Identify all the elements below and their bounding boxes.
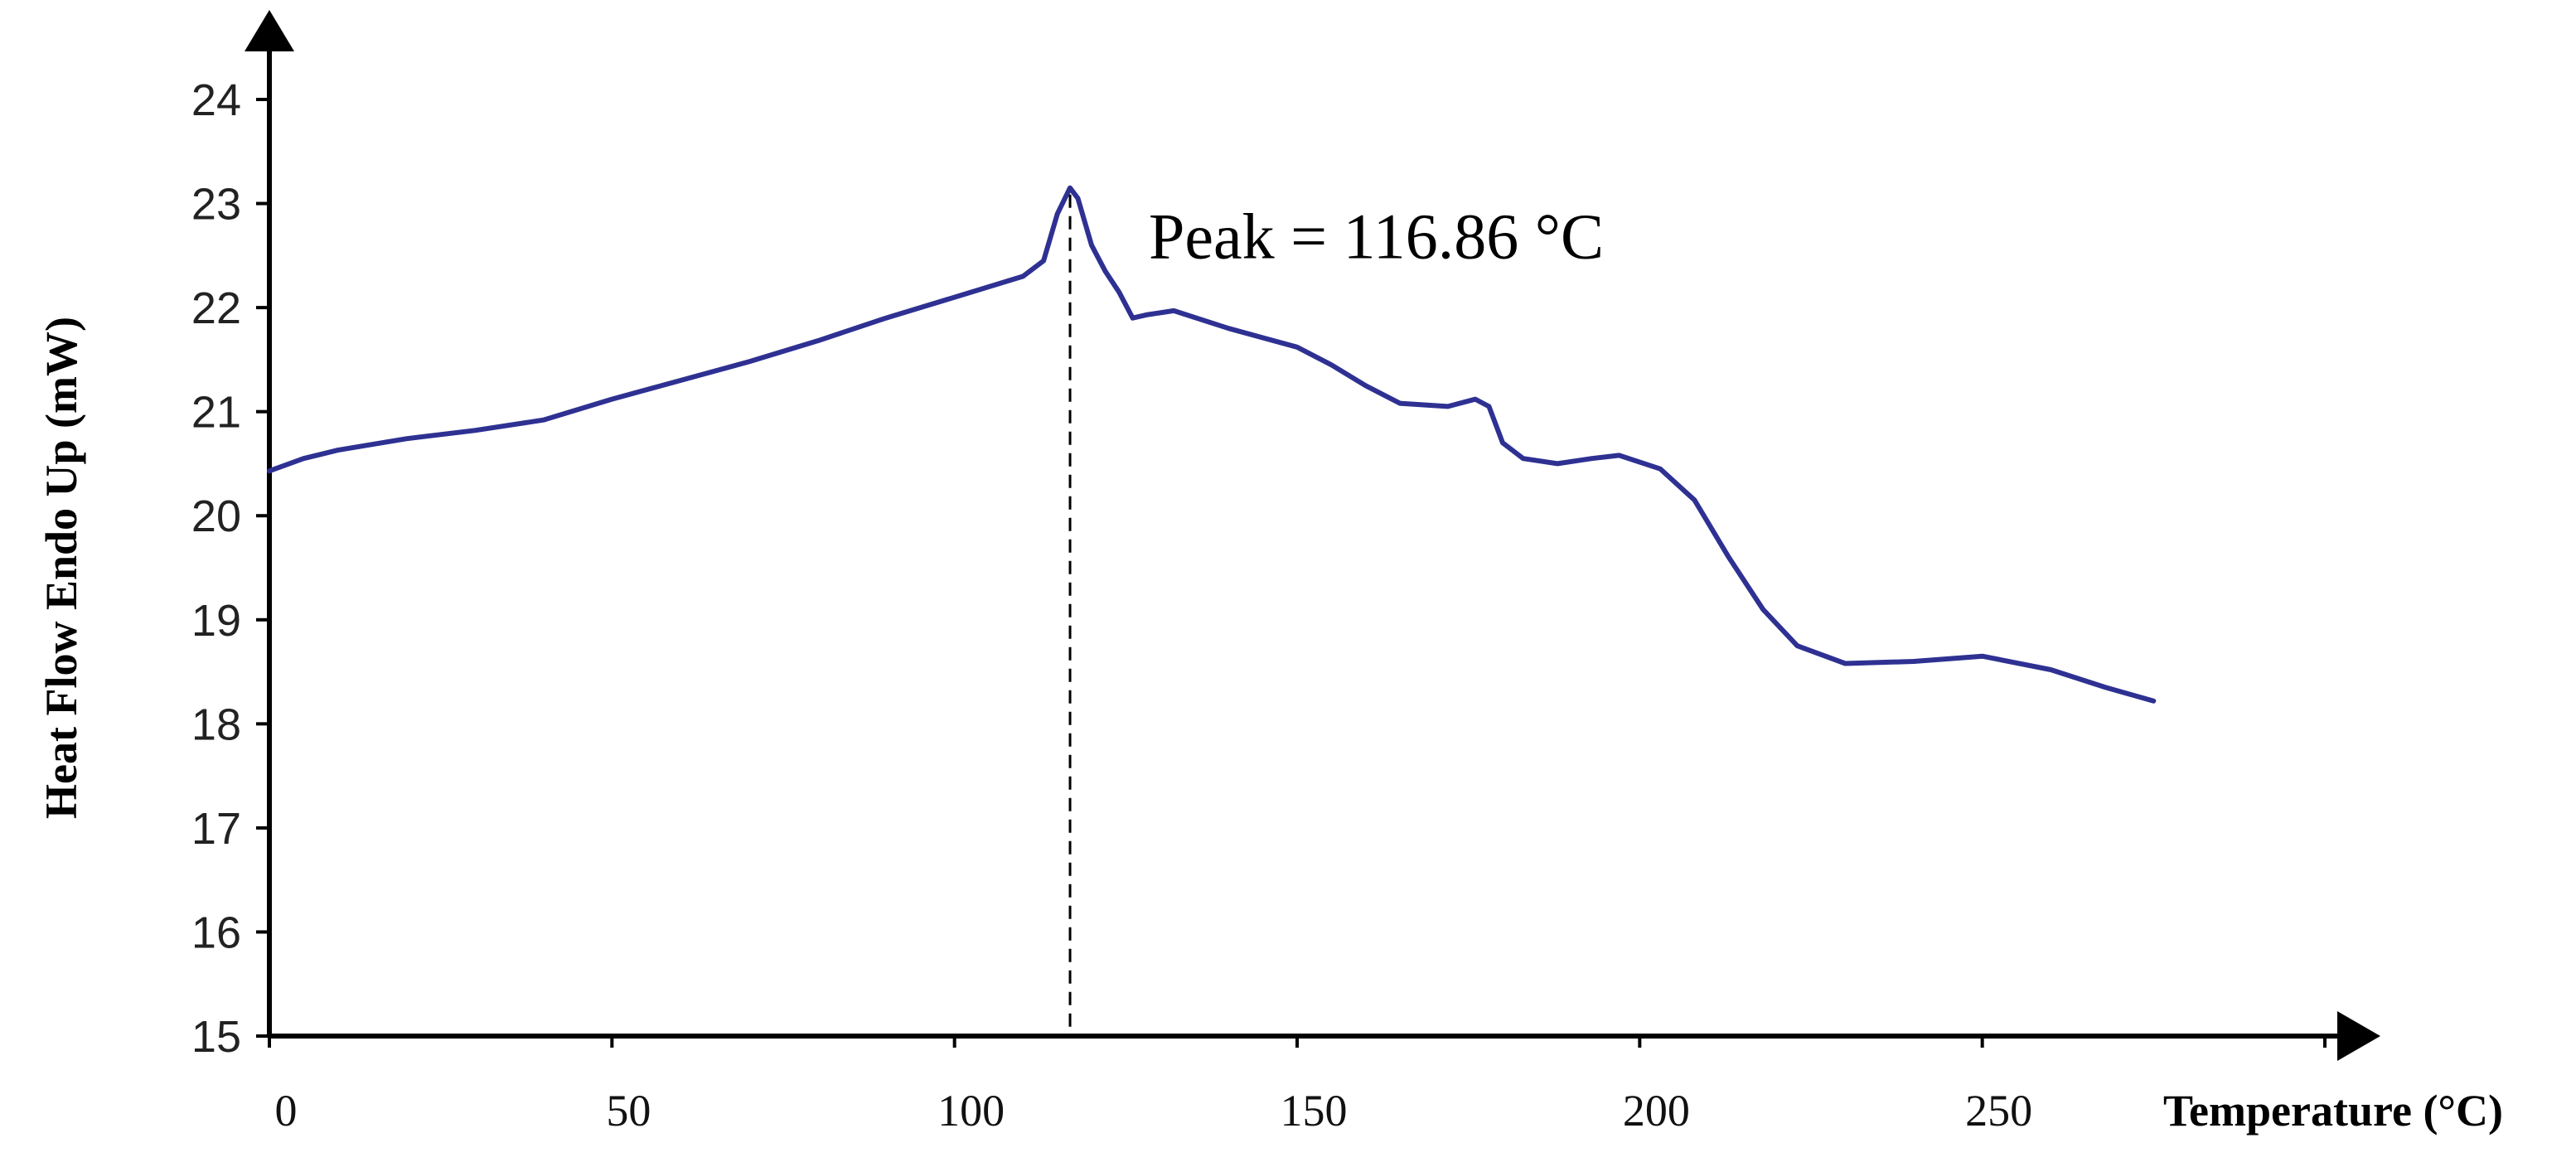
x-tick-label: 250: [1965, 1086, 2032, 1136]
x-axis-arrow: [2337, 1011, 2380, 1061]
y-tick-label: 23: [191, 180, 241, 230]
y-tick-label: 16: [191, 908, 241, 957]
y-tick-label: 17: [191, 804, 241, 854]
x-tick-label: 200: [1623, 1086, 1690, 1136]
y-tick-label: 15: [191, 1012, 241, 1062]
x-axis-label: Temperature (°C): [2163, 1086, 2503, 1136]
y-tick-label: 18: [191, 700, 241, 749]
heat-flow-line: [267, 185, 2157, 704]
x-tick-label: 50: [606, 1086, 651, 1136]
y-tick-label: 21: [191, 388, 241, 438]
y-tick-label: 22: [191, 283, 241, 333]
y-tick-label: 20: [191, 491, 241, 541]
y-tick-label: 24: [191, 75, 241, 125]
peak-annotation: Peak = 116.86 °C: [1149, 201, 1604, 273]
y-tick-label: 19: [191, 596, 241, 646]
x-tick-label: 0: [275, 1086, 298, 1136]
y-axis-label: Heat Flow Endo Up (mW): [36, 317, 86, 819]
x-tick-label: 150: [1281, 1086, 1348, 1136]
y-axis-arrow: [245, 10, 294, 51]
y-ticks: 15 16 17 18 19 20 21 22 23 24: [191, 75, 269, 1062]
axes: [245, 10, 2380, 1061]
x-ticks: 0 50 100 150 200 250: [268, 1036, 2327, 1136]
x-tick-label: 100: [937, 1086, 1005, 1136]
